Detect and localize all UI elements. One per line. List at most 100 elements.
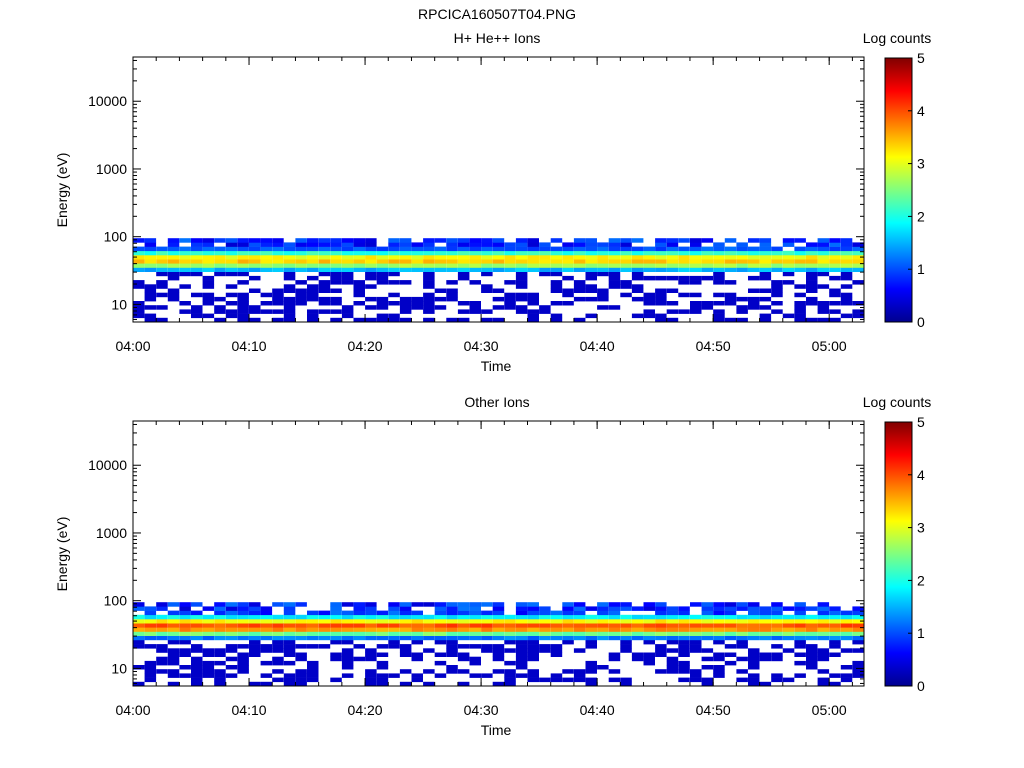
- spectrogram-cell: [655, 301, 667, 306]
- spectrogram-cell: [191, 635, 203, 641]
- spectrogram-cell: [365, 648, 377, 653]
- spectrogram-cell: [457, 610, 470, 616]
- spectrogram-cell: [748, 635, 760, 641]
- spectrogram-cell: [643, 246, 655, 252]
- spectrogram-cell: [376, 660, 389, 666]
- spectrogram-cell: [283, 606, 296, 611]
- spectrogram-cell: [527, 619, 539, 624]
- spectrogram-cell: [539, 619, 551, 624]
- spectrogram-cell: [690, 259, 702, 264]
- spectrogram-cell: [539, 271, 551, 277]
- spectrogram-cell: [260, 238, 273, 243]
- spectrogram-cell: [631, 250, 644, 256]
- spectrogram-cell: [829, 242, 841, 247]
- spectrogram-cell: [840, 263, 853, 268]
- spectrogram-cell: [829, 292, 841, 298]
- spectrogram-cell: [504, 669, 516, 674]
- spectrogram-cell: [434, 296, 447, 302]
- spectrogram-cell: [434, 623, 447, 628]
- spectrogram-cell: [249, 259, 261, 264]
- spectrogram-cell: [399, 255, 412, 260]
- spectrogram-cell: [748, 610, 760, 616]
- colorbar-tick-label: 5: [917, 414, 925, 430]
- spectrogram-cell: [597, 627, 609, 632]
- spectrogram-cell: [608, 677, 621, 683]
- spectrogram-cell: [504, 292, 516, 298]
- spectrogram-cell: [318, 242, 331, 247]
- spectrogram-cell: [550, 267, 563, 272]
- spectrogram-cell: [585, 238, 597, 243]
- spectrogram-cell: [249, 606, 261, 611]
- spectrogram-cell: [237, 250, 249, 256]
- spectrogram-cell: [469, 301, 481, 306]
- spectrogram-cell: [504, 255, 516, 260]
- colorbar-tick-label: 2: [917, 208, 925, 224]
- spectrogram-cell: [469, 635, 481, 641]
- spectrogram-cell: [191, 627, 203, 632]
- spectrogram-cell: [365, 250, 377, 256]
- spectrogram-cell: [631, 606, 644, 611]
- spectrogram-cell: [191, 238, 203, 243]
- spectrogram-cell: [515, 631, 528, 636]
- spectrogram-cell: [655, 669, 667, 674]
- spectrogram-cell: [748, 619, 760, 624]
- spectrogram-cell: [539, 242, 551, 247]
- spectrogram-cell: [678, 280, 690, 285]
- spectrogram-cell: [597, 305, 609, 310]
- spectrogram-cell: [283, 263, 296, 268]
- spectrogram-cell: [852, 255, 864, 260]
- spectrogram-cell: [655, 288, 667, 293]
- spectrogram-cell: [144, 665, 157, 670]
- spectrogram-cell: [829, 263, 841, 268]
- spectrogram-cell: [341, 635, 354, 641]
- spectrogram-cell: [655, 313, 667, 319]
- spectrogram-cell: [608, 610, 621, 616]
- spectrogram-cell: [341, 623, 354, 628]
- spectrogram-cell: [690, 242, 702, 247]
- spectrogram-cell: [724, 602, 737, 607]
- spectrogram-cell: [539, 627, 551, 632]
- spectrogram-cell: [515, 602, 528, 607]
- spectrogram-cell: [492, 610, 505, 616]
- spectrogram-cell: [283, 309, 296, 314]
- spectrogram-cell: [504, 623, 516, 628]
- spectrogram-cell: [179, 606, 191, 611]
- spectrogram-cell: [423, 627, 435, 632]
- spectrogram-cell: [191, 644, 203, 649]
- spectrogram-cell: [272, 602, 284, 607]
- spectrogram-cell: [690, 263, 702, 268]
- spectrogram-cell: [167, 288, 180, 293]
- spectrogram-cell: [829, 639, 841, 645]
- x-tick-label: 04:40: [580, 338, 615, 354]
- spectrogram-cell: [539, 259, 551, 264]
- spectrogram-cell: [759, 606, 772, 611]
- spectrogram-cell: [376, 681, 389, 687]
- x-axis: 04:00 04:10 04:20 04:30 04:40 04:50 05:00: [115, 421, 853, 718]
- spectrogram-cell: [748, 263, 760, 268]
- spectrogram-cell: [376, 652, 389, 657]
- spectrogram-cell: [515, 648, 528, 653]
- spectrogram-cell: [539, 614, 551, 620]
- spectrogram-cell: [573, 259, 586, 264]
- spectrogram-cell: [504, 639, 516, 645]
- spectrogram-cell: [237, 292, 249, 298]
- spectrogram-cell: [214, 317, 226, 323]
- spectrogram-cell: [608, 669, 621, 674]
- spectrogram-cell: [191, 660, 203, 666]
- spectrogram-cell: [597, 296, 609, 302]
- spectrogram-cell: [701, 602, 714, 607]
- spectrogram-cell: [631, 284, 644, 289]
- spectrogram-cell: [434, 619, 447, 624]
- spectrogram-cell: [817, 627, 830, 632]
- spectrogram-cell: [515, 246, 528, 252]
- spectrogram-cell: [527, 635, 539, 641]
- spectrogram-cell: [249, 610, 261, 616]
- spectrogram-cell: [631, 635, 644, 641]
- colorbar-tick-label: 3: [917, 520, 925, 536]
- spectrogram-cell: [562, 301, 574, 306]
- spectrogram-cell: [133, 263, 145, 268]
- spectrogram-cell: [469, 255, 481, 260]
- spectrogram-cell: [643, 267, 655, 272]
- spectrogram-cell: [515, 242, 528, 247]
- spectrogram-cell: [515, 280, 528, 285]
